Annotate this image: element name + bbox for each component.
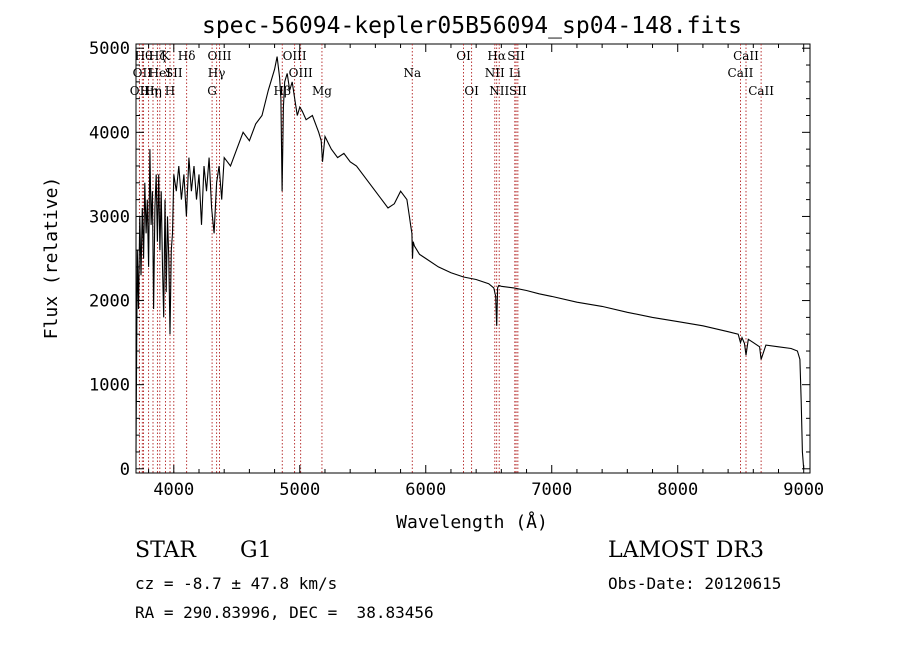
spectral-line-label: Hγ <box>208 66 226 80</box>
y-tick-label: 2000 <box>89 292 130 312</box>
x-tick-label: 7000 <box>531 480 572 500</box>
ra-dec-text: RA = 290.83996, DEC = 38.83456 <box>135 603 434 622</box>
x-axis-ticks: 4000 5000 6000 7000 8000 9000 <box>148 44 824 500</box>
spectral-line-label: Na <box>403 66 421 80</box>
y-tick-label: 4000 <box>89 123 130 143</box>
spectral-line-label: OII <box>133 66 153 80</box>
spectral-line-label: H <box>165 84 175 98</box>
y-tick-label: 1000 <box>89 376 130 396</box>
spectral-line-label: CaII <box>728 66 754 80</box>
y-tick-label: 5000 <box>89 39 130 59</box>
spectral-line-label: SII <box>165 66 183 80</box>
x-tick-label: 5000 <box>279 480 320 500</box>
spectral-line-label: OII <box>130 84 150 98</box>
spectral-line-label: Hβ <box>274 84 291 98</box>
plot-frame <box>135 43 811 474</box>
spectral-line-label: SII <box>507 49 525 63</box>
x-tick-label: 4000 <box>153 480 194 500</box>
spectral-line-label: Hθ <box>135 49 153 63</box>
x-tick-label: 9000 <box>783 480 824 500</box>
spectral-line-label: OIII <box>289 66 313 80</box>
spectral-line-label: K <box>161 49 171 63</box>
spectral-line-label: NII <box>489 84 509 98</box>
spectral-line-label: HeI <box>149 66 172 80</box>
spectral-line-label: Hζ <box>149 49 166 63</box>
y-tick-label: 3000 <box>89 207 130 227</box>
x-tick-label: 8000 <box>657 480 698 500</box>
spectral-line-label: CaII <box>733 49 759 63</box>
chart-title: spec-56094-kepler05B56094_sp04-148.fits <box>202 13 742 39</box>
x-axis-label: Wavelength (Å) <box>396 511 548 533</box>
spectral-line-label: OI <box>456 49 471 63</box>
spectral-line-label: OIII <box>207 49 231 63</box>
spectral-line-label: Mg <box>312 84 332 98</box>
object-subclass: G1 <box>240 538 272 563</box>
spectral-line-label: CaII <box>748 84 774 98</box>
flux-series-line <box>135 56 805 469</box>
spectral-line-label: G <box>207 84 217 98</box>
survey-name: LAMOST DR3 <box>608 538 764 563</box>
spectral-line-label: Hδ <box>178 49 196 63</box>
y-tick-label: 0 <box>120 460 130 480</box>
spectral-line-markers <box>138 44 762 473</box>
spectral-line-label: Li <box>509 66 521 80</box>
spectral-line-label: Hη <box>140 84 158 98</box>
spectral-line-label: OIII <box>283 49 307 63</box>
spectral-line-label: NII <box>485 66 505 80</box>
x-tick-label: 6000 <box>405 480 446 500</box>
spectral-line-label: SII <box>509 84 527 98</box>
spectral-line-label: Hη <box>144 84 162 98</box>
redshift-text: cz = -8.7 ± 47.8 km/s <box>135 574 338 593</box>
y-axis-label: Flux (relative) <box>41 177 62 340</box>
spectral-line-label: OI <box>464 84 479 98</box>
object-class: STAR <box>135 538 196 563</box>
spectral-line-label: Hα <box>487 49 506 63</box>
y-axis-ticks: 0 1000 2000 3000 4000 5000 <box>89 39 810 480</box>
obs-date-text: Obs-Date: 20120615 <box>608 574 782 593</box>
